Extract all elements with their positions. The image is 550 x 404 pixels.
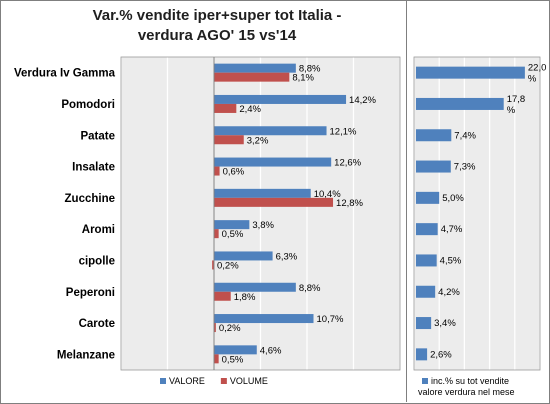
legend-swatch-incidence (422, 378, 428, 384)
data-label-volume-carote: 0,2% (219, 323, 241, 334)
data-label-volume-pomodori: 2,4% (239, 104, 261, 115)
data-label-valore-melanzane: 4,6% (260, 345, 282, 356)
data-label-valore-pomodori: 14,2% (349, 95, 376, 106)
category-label-zucchine: Zucchine (65, 193, 115, 205)
category-label-cipolle: cipolle (79, 255, 115, 267)
bar-incidence-melanzane (416, 348, 428, 361)
bar-incidence-carote (416, 317, 432, 330)
bar-valore-melanzane (214, 345, 257, 355)
bar-volume-carote (214, 323, 216, 333)
bar-valore-patate (214, 126, 327, 136)
category-label-insalate: Insalate (72, 162, 115, 174)
bar-valore-cipolle (214, 251, 273, 261)
data-label-volume-insalate: 0,6% (223, 167, 245, 178)
bar-incidence-patate (416, 129, 452, 142)
data-label-incidence-peperoni: 4,2% (438, 287, 460, 298)
bar-volume-zucchine (214, 197, 334, 207)
bar-incidence-insalate (416, 160, 451, 173)
data-label-incidence-pomodori: 17,8% (507, 94, 526, 116)
bar-volume-peperoni (214, 291, 231, 301)
data-label-incidence-aromi: 4,7% (441, 224, 463, 235)
bar-incidence-verdura-iv-gamma (416, 66, 525, 79)
data-label-incidence-verdura-iv-gamma: 22,0% (528, 63, 547, 85)
bar-incidence-aromi (416, 223, 438, 236)
data-label-incidence-carote: 3,4% (434, 318, 456, 329)
data-label-valore-insalate: 12,6% (334, 158, 361, 169)
bar-valore-carote (214, 314, 314, 324)
data-label-volume-melanzane: 0,5% (222, 354, 244, 365)
data-label-valore-verdura-iv-gamma: 8,8% (299, 64, 321, 75)
bar-incidence-pomodori (416, 97, 504, 110)
bar-valore-pomodori (214, 94, 347, 104)
legend-label-valore: VALORE (169, 376, 205, 386)
legend-swatch-valore (160, 378, 166, 384)
data-label-incidence-zucchine: 5,0% (442, 193, 464, 204)
chart-title: Var.% vendite iper+super tot Italia - ve… (52, 6, 382, 46)
category-label-peperoni: Peperoni (66, 287, 115, 299)
data-label-volume-peperoni: 1,8% (234, 292, 256, 303)
plot-border-right (413, 56, 541, 371)
plot-border-left (120, 56, 401, 371)
bar-incidence-peperoni (416, 285, 436, 298)
data-label-valore-patate: 12,1% (330, 126, 357, 137)
data-label-valore-carote: 10,7% (317, 314, 344, 325)
bar-volume-patate (214, 135, 244, 145)
bar-valore-zucchine (214, 188, 311, 198)
category-label-aromi: Aromi (82, 224, 115, 236)
bar-volume-cipolle (212, 260, 214, 270)
bar-valore-verdura-iv-gamma (214, 63, 296, 73)
data-label-valore-peperoni: 8,8% (299, 283, 321, 294)
bar-incidence-zucchine (416, 191, 440, 204)
bar-volume-melanzane (214, 354, 219, 364)
data-label-valore-zucchine: 10,4% (314, 189, 341, 200)
chart-title-line-1: Var.% vendite iper+super tot Italia - (92, 7, 342, 24)
bar-valore-peperoni (214, 282, 296, 292)
category-label-carote: Carote (79, 318, 115, 330)
data-label-volume-verdura-iv-gamma: 8,1% (292, 73, 314, 84)
bar-volume-verdura-iv-gamma (214, 72, 290, 82)
category-label-pomodori: Pomodori (61, 99, 115, 111)
data-label-incidence-patate: 7,4% (454, 130, 476, 141)
bar-valore-insalate (214, 157, 332, 167)
legend-label-volume: VOLUME (230, 376, 268, 386)
data-label-volume-patate: 3,2% (247, 135, 269, 146)
legend-label-incidence: inc.% su tot vendite valore verdura nel m… (418, 376, 515, 397)
data-label-incidence-melanzane: 2,6% (430, 349, 452, 360)
data-label-valore-cipolle: 6,3% (276, 251, 298, 262)
data-label-volume-aromi: 0,5% (222, 229, 244, 240)
chart-title-line-2: verdura AGO' 15 vs'14 (137, 27, 297, 44)
category-label-verdura-iv-gamma: Verdura Iv Gamma (14, 68, 116, 80)
bar-volume-pomodori (214, 103, 237, 113)
data-label-incidence-cipolle: 4,5% (440, 255, 462, 266)
category-label-patate: Patate (80, 130, 115, 142)
data-label-volume-cipolle: 0,2% (217, 260, 239, 271)
bar-valore-aromi (214, 220, 250, 230)
data-label-valore-aromi: 3,8% (252, 220, 274, 231)
data-label-volume-zucchine: 12,8% (336, 198, 363, 209)
legend-swatch-volume (220, 378, 227, 384)
category-label-melanzane: Melanzane (57, 349, 115, 361)
bar-volume-aromi (214, 229, 219, 239)
panel-divider (406, 0, 407, 402)
bar-volume-insalate (214, 166, 220, 176)
data-label-incidence-insalate: 7,3% (454, 162, 476, 173)
bar-incidence-cipolle (416, 254, 437, 267)
